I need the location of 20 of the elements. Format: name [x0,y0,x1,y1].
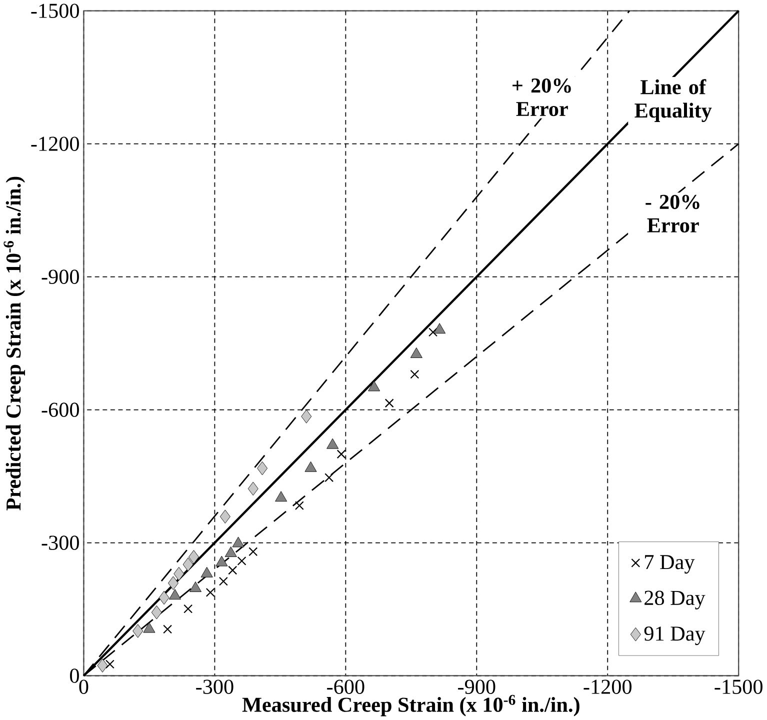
legend-label: 7 Day [645,555,695,574]
x-tick-label: -1500 [714,680,762,694]
y-tick-label: -300 [42,536,79,550]
y-tick-label: -1200 [31,136,79,151]
x-tick-label: -600 [327,680,364,694]
annotation: + 20% Error [512,78,571,116]
legend-label: 91 Day [644,626,706,646]
y-tick-label: 0 [70,668,79,683]
y-axis-title: Predicted Creep Strain (x 10$^{-6}$ in./in.) [4,176,26,510]
legend-label: 28 Day [644,590,706,610]
x-tick-label: -300 [196,680,234,694]
y-tick-label: -600 [42,402,79,417]
x-tick-label: -900 [458,680,496,694]
y-tick-label: -1500 [31,4,79,18]
annotation: - 20% Error [646,194,700,233]
y-tick-label: -900 [42,270,79,284]
x-tick-label: -1200 [584,680,632,694]
x-tick-label: 0 [79,680,88,694]
annotation: Line of Equality [634,79,712,122]
x-axis-title: Measured Creep Strain (x 10$^{-6}$ in./in.) [242,694,580,716]
